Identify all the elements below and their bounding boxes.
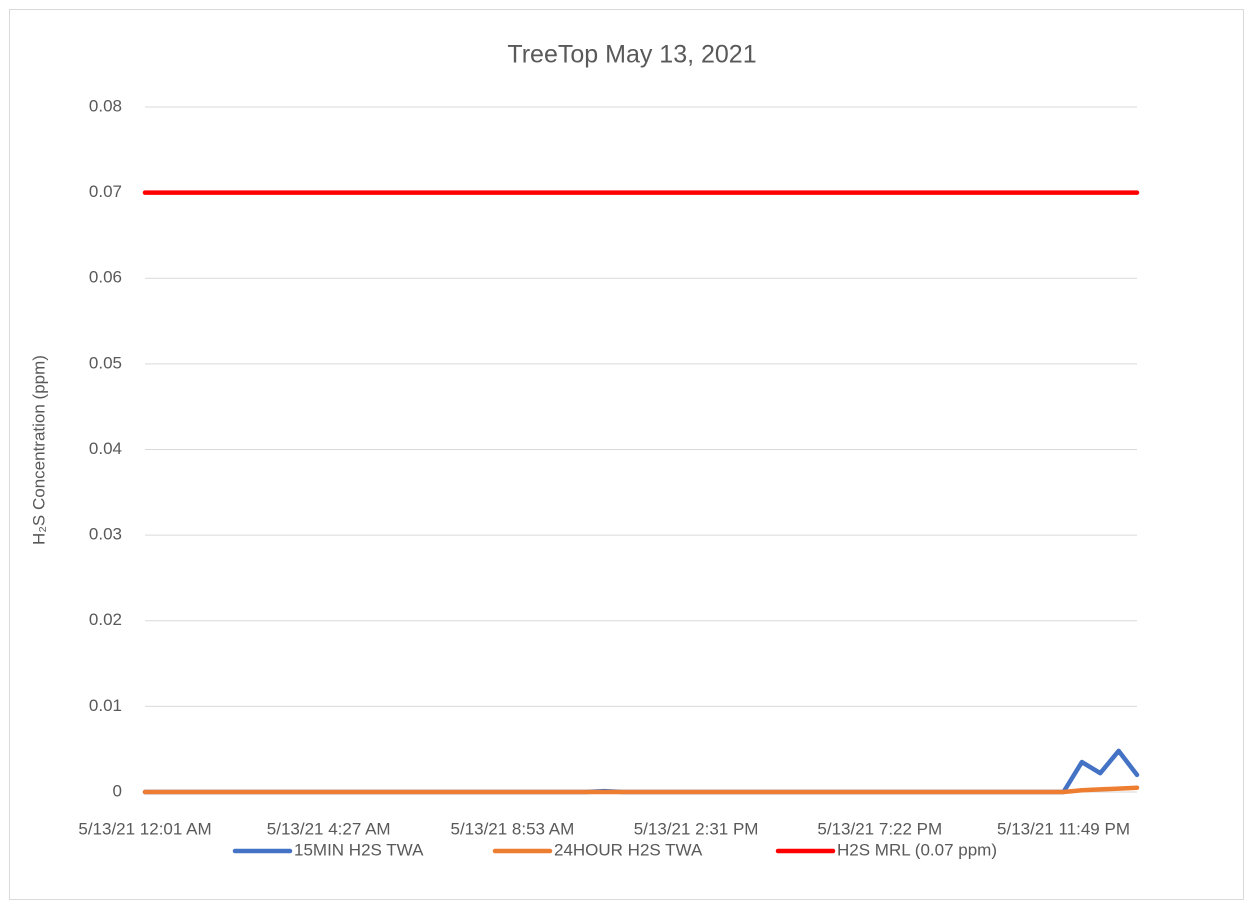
y-tick-label: 0.02 (89, 610, 122, 629)
y-tick-label: 0.03 (89, 525, 122, 544)
legend-label: 15MIN H2S TWA (294, 840, 424, 859)
y-tick-label: 0.06 (89, 268, 122, 287)
x-tick-label: 5/13/21 2:31 PM (634, 819, 759, 838)
y-axis-label: H₂S Concentration (ppm) (29, 355, 48, 545)
y-tick-label: 0.04 (89, 439, 122, 458)
y-tick-label: 0.01 (89, 696, 122, 715)
legend-label: 24HOUR H2S TWA (554, 840, 703, 859)
y-tick-label: 0.08 (89, 96, 122, 115)
series-line (142, 748, 1140, 795)
chart-title: TreeTop May 13, 2021 (507, 41, 756, 69)
x-tick-label: 5/13/21 12:01 AM (78, 819, 211, 838)
y-tick-label: 0.05 (89, 353, 122, 372)
x-tick-label: 5/13/21 7:22 PM (817, 819, 942, 838)
x-tick-label: 5/13/21 11:49 PM (997, 819, 1130, 838)
legend-label: H2S MRL (0.07 ppm) (837, 840, 997, 859)
y-tick-label: 0 (113, 781, 122, 800)
y-tick-label: 0.07 (89, 182, 122, 201)
x-tick-label: 5/13/21 4:27 AM (267, 819, 391, 838)
chart-border (9, 9, 1244, 900)
series-line (142, 785, 1140, 795)
x-tick-label: 5/13/21 8:53 AM (450, 819, 574, 838)
